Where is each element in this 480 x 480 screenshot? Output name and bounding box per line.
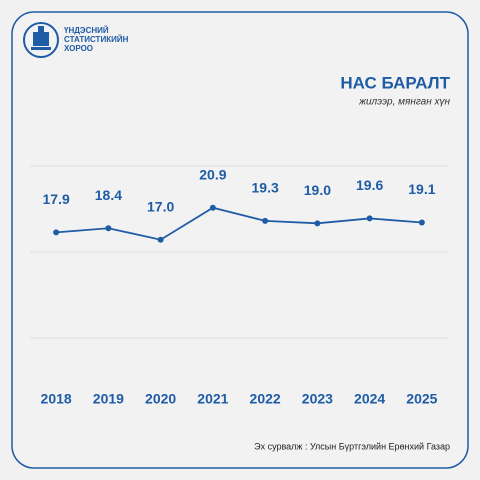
data-label: 18.4 [95,187,122,203]
org-line: ХОРОО [64,44,93,53]
source: Эх сурвалж : Улсын Бүртгэлийн Ерөнхий Га… [254,441,450,451]
x-tick-label: 2023 [302,391,333,407]
org-line: ҮНДЭСНИЙ [64,26,109,35]
line [56,206,422,241]
x-tick-label: 2024 [354,391,385,407]
x-tick-label: 2025 [406,391,437,407]
x-tick-label: 2018 [41,391,72,407]
point [418,219,425,226]
point [157,236,164,243]
x-tick-label: 2021 [197,391,228,407]
x-tick-label: 2022 [250,391,281,407]
point [262,217,269,224]
data-label: 17.0 [147,198,174,214]
chart-subtitle: жилээр, мянган хүн [358,97,450,108]
org-line: СТАТИСТИКИЙН [64,35,129,44]
data-label: 19.0 [304,182,331,198]
point [105,225,112,232]
chart-title: НАС БАРАЛТ [340,73,450,92]
logo [23,22,59,58]
x-tick-label: 2020 [145,391,176,407]
data-label: 19.1 [408,181,435,197]
data-label: 19.6 [356,177,383,193]
point [366,215,373,222]
data-label: 19.3 [252,180,279,196]
x-tick-label: 2019 [93,391,124,407]
data-label: 20.9 [199,166,226,182]
data-label: 17.9 [43,191,70,207]
point [53,229,60,236]
card [11,11,469,469]
point [314,220,321,227]
point [209,204,216,211]
